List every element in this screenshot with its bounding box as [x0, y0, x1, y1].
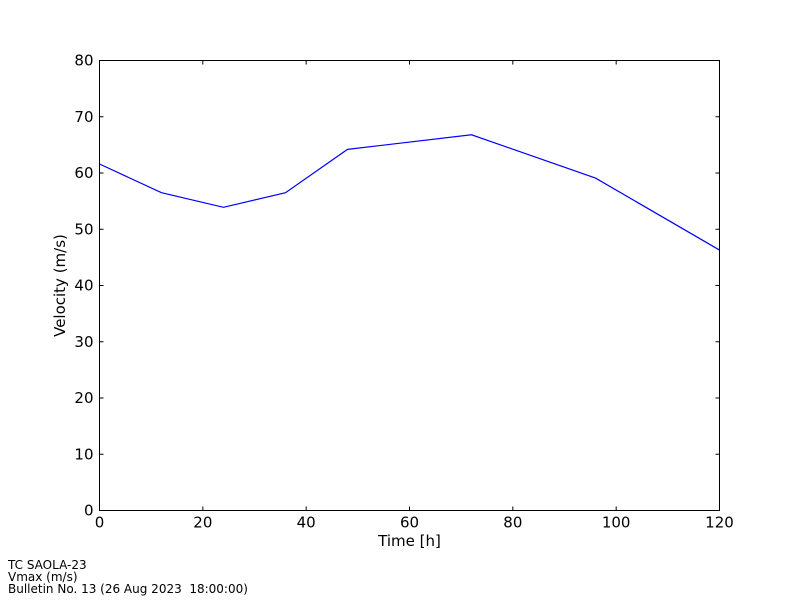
y-tick-label-3: 30	[74, 333, 93, 351]
y-tick-label-0: 0	[84, 502, 94, 520]
y-tick-label-4: 40	[74, 277, 93, 295]
y-tick-label-5: 50	[74, 220, 93, 238]
footer-storm-name: TC SAOLA-23	[8, 558, 87, 572]
x-tick-label-5: 100	[602, 514, 631, 532]
y-tick-label-1: 10	[74, 445, 93, 463]
y-tick-label-8: 80	[74, 52, 93, 70]
x-tick-label-0: 0	[95, 514, 105, 532]
ticks-layer: 0 20 40 60 80 100 120 0 10 20 30 40 50 60 70 80	[74, 52, 733, 532]
plot-area	[99, 60, 720, 511]
x-tick-label-3: 60	[400, 514, 419, 532]
x-tick-label-2: 40	[297, 514, 316, 532]
footer-variable: Vmax (m/s)	[8, 570, 78, 584]
y-tick-label-6: 60	[74, 164, 93, 182]
series-line-0	[99, 134, 720, 251]
y-tick-label-7: 70	[74, 108, 93, 126]
y-axis-label: Velocity (m/s)	[51, 234, 69, 337]
x-axis-label: Time [h]	[377, 532, 441, 550]
x-tick-label-4: 80	[503, 514, 522, 532]
footer-bulletin: Bulletin No. 13 (26 Aug 2023 18:00:00)	[8, 582, 248, 596]
x-tick-label-1: 20	[193, 514, 212, 532]
y-tick-label-2: 20	[74, 389, 93, 407]
series-layer	[99, 134, 720, 251]
x-tick-label-6: 120	[705, 514, 734, 532]
